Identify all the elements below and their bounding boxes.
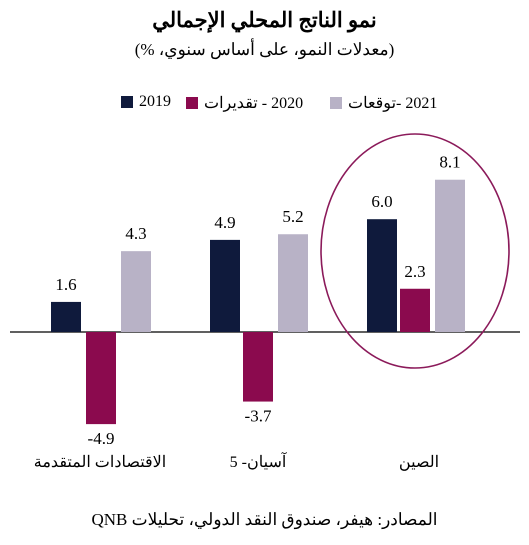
data-label: 4.3: [125, 224, 146, 243]
data-label: 2.3: [404, 262, 425, 281]
chart-subtitle: (معدلات النمو، على أساس سنوي، %): [134, 40, 395, 59]
legend-swatch-2021: [330, 97, 342, 109]
category-label: الاقتصادات المتقدمة: [34, 454, 166, 471]
highlight-circle: [320, 133, 510, 369]
bar-2020-تقديرات-2: [400, 288, 430, 332]
legend-label-2021: 2021 -توقعات: [348, 95, 438, 112]
bar-2019-2: [367, 219, 397, 332]
legend-swatch-2020: [186, 97, 198, 109]
bar-2021-توقعات-1: [278, 234, 308, 332]
legend-label-2019: 2019: [139, 93, 171, 110]
legend-swatch-2019: [121, 96, 133, 108]
category-label: آسيان- 5: [230, 451, 288, 471]
bar-2021-توقعات-2: [435, 179, 465, 332]
source-note: المصادر: هيفر، صندوق النقد الدولي، تحليل…: [91, 510, 438, 529]
legend: 2019 2020 - تقديرات 2021 -توقعات: [0, 93, 529, 113]
bar-2019-0: [51, 301, 81, 332]
legend-item-2019: 2019: [121, 93, 171, 111]
legend-item-2021: 2021 -توقعات: [330, 93, 437, 113]
data-label: -3.7: [245, 407, 272, 426]
bar-2021-توقعات-0: [121, 251, 151, 332]
legend-item-2020: 2020 - تقديرات: [186, 93, 303, 113]
bar-2019-1: [210, 239, 240, 332]
data-label: 8.1: [439, 153, 460, 172]
bar-2020-تقديرات-1: [243, 332, 273, 402]
category-label: الصين: [399, 454, 439, 471]
legend-label-2020: 2020 - تقديرات: [204, 95, 304, 112]
data-label: 6.0: [371, 192, 392, 211]
data-label: 4.9: [214, 213, 235, 232]
bar-2020-تقديرات-0: [86, 332, 116, 425]
data-label: 5.2: [282, 207, 303, 226]
data-label: -4.9: [88, 429, 115, 448]
chart-title: نمو الناتج المحلي الإجمالي: [152, 8, 377, 32]
data-label: 1.6: [55, 275, 76, 294]
